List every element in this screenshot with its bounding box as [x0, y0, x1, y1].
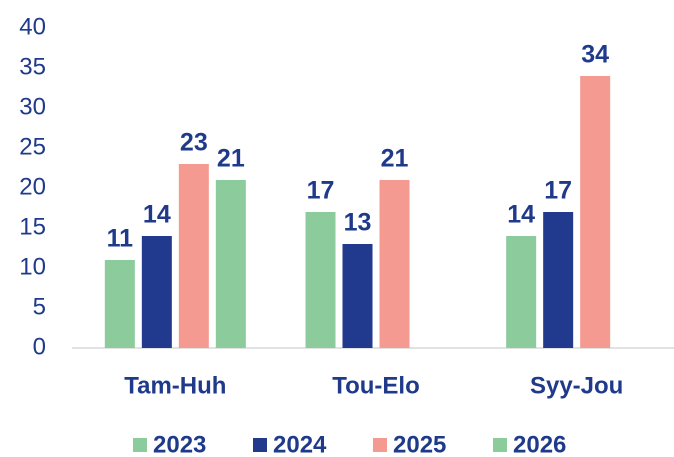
y-tick-label: 0 [33, 333, 46, 360]
legend-label: 2024 [273, 431, 327, 457]
bar [178, 164, 209, 348]
legend-swatch [373, 438, 387, 452]
value-label: 17 [544, 177, 572, 205]
legend-label: 2025 [393, 431, 446, 457]
bar [543, 212, 574, 348]
bar [379, 180, 410, 348]
legend-swatch [493, 438, 507, 452]
y-tick-label: 10 [19, 253, 46, 280]
y-tick-label: 5 [33, 293, 46, 320]
y-tick-label: 20 [19, 173, 46, 200]
value-label: 34 [581, 41, 609, 69]
value-label: 11 [107, 225, 134, 253]
bar [506, 236, 537, 348]
value-label: 13 [344, 209, 372, 237]
legend-swatch [133, 438, 147, 452]
y-tick-label: 15 [19, 213, 46, 240]
bar [215, 180, 246, 348]
y-tick-label: 25 [19, 133, 46, 160]
x-tick-label: Tou-Elo [332, 372, 420, 399]
legend-label: 2026 [513, 431, 566, 457]
value-label: 14 [143, 201, 171, 229]
value-label: 21 [217, 145, 245, 173]
value-label: 23 [180, 129, 208, 157]
y-tick-label: 35 [19, 53, 46, 80]
legend-swatch [253, 438, 267, 452]
y-tick-label: 40 [19, 13, 46, 40]
bar [580, 76, 611, 348]
x-tick-label: Syy-Jou [530, 372, 623, 399]
bar [305, 212, 336, 348]
y-tick-label: 30 [19, 93, 46, 120]
value-label: 21 [381, 145, 409, 173]
value-label: 17 [307, 177, 335, 205]
bar [104, 260, 135, 348]
bar [141, 236, 172, 348]
x-tick-label: Tam-Huh [124, 372, 226, 399]
legend-label: 2023 [153, 431, 206, 457]
bar [342, 244, 373, 348]
value-label: 14 [507, 201, 535, 229]
